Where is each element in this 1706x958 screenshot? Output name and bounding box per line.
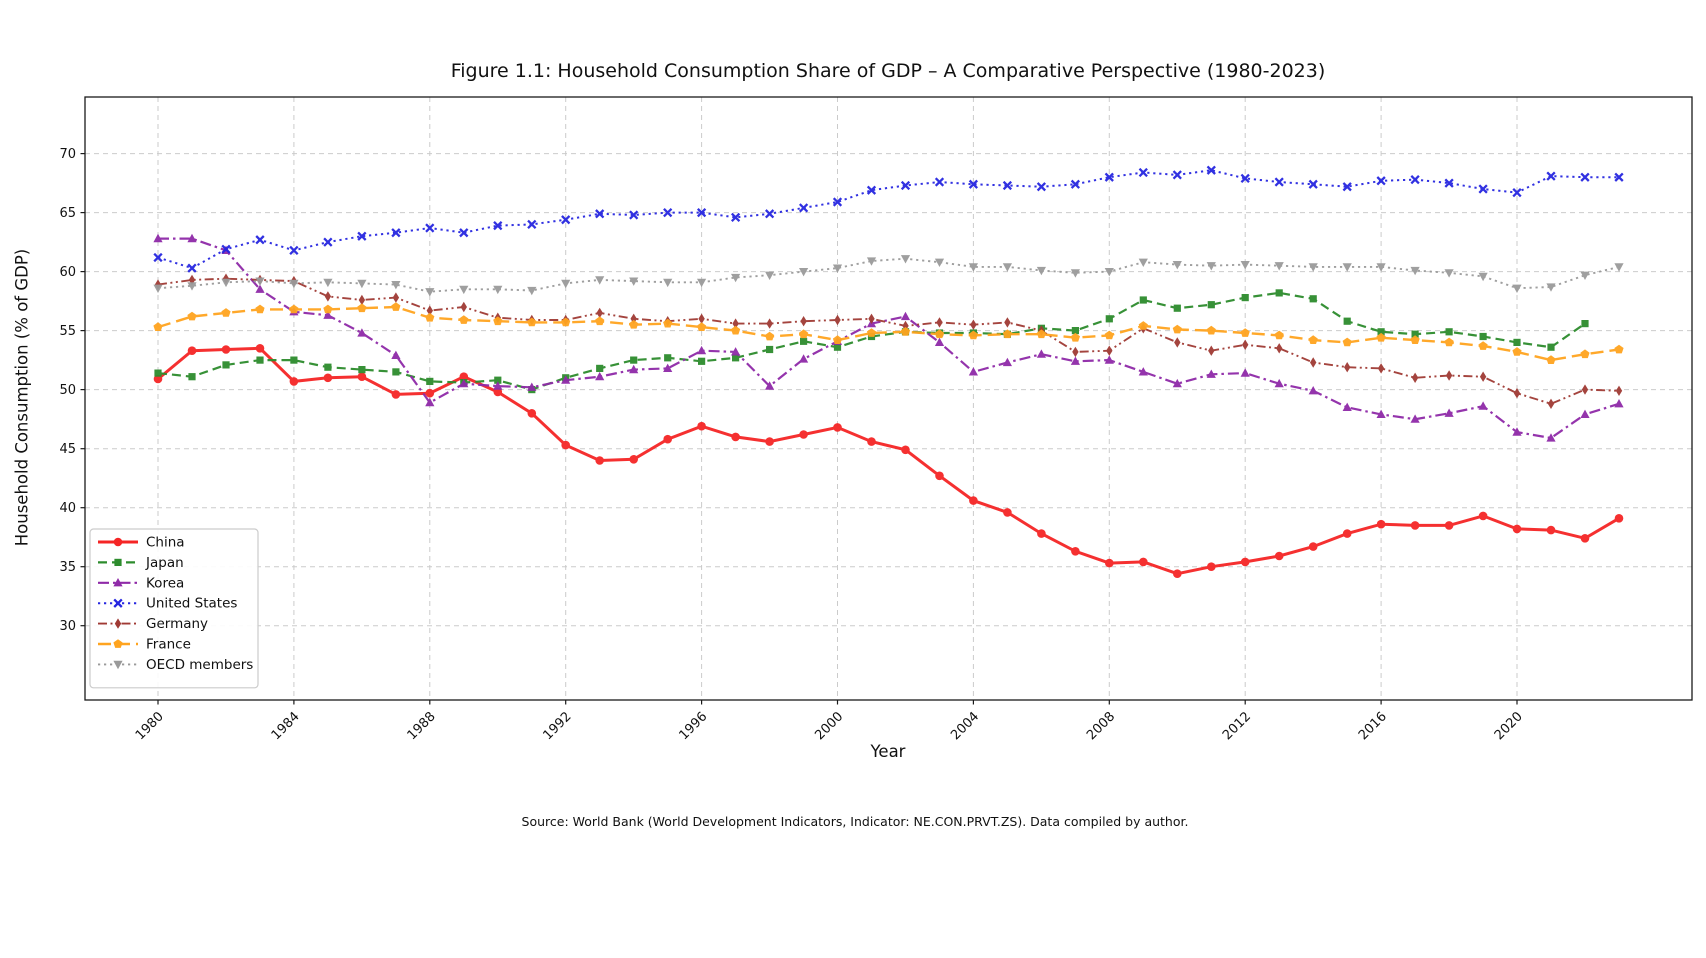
y-tick-label: 60 [59,265,76,280]
series-line-united-states [157,169,1619,270]
y-tick-label: 30 [59,619,76,634]
series-markers-france [153,302,1624,364]
series-line-france [157,305,1620,362]
series-markers-korea [153,233,1624,442]
legend-item-united-states: United States [98,596,237,612]
series-japan [154,289,1589,394]
series-line-oecd-members [157,257,1620,293]
y-axis-label: Household Consumption (% of GDP) [12,248,32,547]
series-markers-china [153,344,1624,578]
x-tick-label: 1984 [269,709,303,743]
legend-label-oecd-members: OECD members [146,657,253,673]
legend-label-korea: Korea [146,575,184,591]
x-tick-label: 2004 [948,709,982,743]
legend: China Japan Korea United States Germany Franc… [89,528,259,689]
legend-item-france: France [98,637,191,653]
legend-label-china: China [146,535,185,551]
series-france [153,302,1624,364]
y-tick-label: 40 [59,501,76,516]
legend-item-korea: Korea [98,575,184,591]
y-tick-label: 35 [59,560,76,575]
axis-ticks: 30 35 40 45 50 55 60 65 70 1980 1984 1988 1992 1996 20… [59,147,1525,743]
legend-item-china: China [98,535,185,551]
legend-label-germany: Germany [146,616,208,632]
series-markers-germany [154,273,1623,409]
series-markers-oecd-members [153,255,1624,297]
x-tick-label: 1996 [676,709,710,743]
series-markers-united-states [153,165,1624,273]
y-tick-label: 55 [59,324,76,339]
legend-item-japan: Japan [98,555,184,571]
x-tick-label: 2000 [812,709,846,743]
plot-border [84,96,1693,701]
legend-label-united-states: United States [146,596,237,612]
y-tick-label: 45 [59,442,76,457]
x-tick-label: 1992 [541,709,575,743]
legend-label-france: France [146,637,191,653]
source-note: Source: World Bank (World Development In… [521,814,1189,829]
x-tick-label: 1980 [133,709,167,743]
legend-item-germany: Germany [98,616,208,632]
y-tick-label: 50 [59,383,76,398]
x-tick-label: 2012 [1220,709,1254,743]
series-line-germany [157,277,1620,405]
series-oecd-members [153,255,1624,297]
series-korea [153,233,1624,442]
series-china [153,344,1624,578]
legend-item-oecd-members: OECD members [98,657,253,673]
x-axis-label: Year [870,742,906,761]
series-line-korea [158,237,1620,440]
series-united-states [153,165,1624,273]
legend-label-japan: Japan [145,555,184,571]
x-tick-label: 1988 [405,709,439,743]
series-line-china [157,346,1620,576]
gridlines [85,97,1692,700]
chart-title: Figure 1.1: Household Consumption Share … [450,60,1326,82]
series-markers-japan [154,289,1589,394]
x-tick-label: 2020 [1492,709,1526,743]
y-tick-label: 70 [59,147,76,162]
y-tick-label: 65 [59,206,76,221]
x-tick-label: 2008 [1084,709,1118,743]
series-germany [154,273,1623,409]
x-tick-label: 2016 [1356,709,1390,743]
